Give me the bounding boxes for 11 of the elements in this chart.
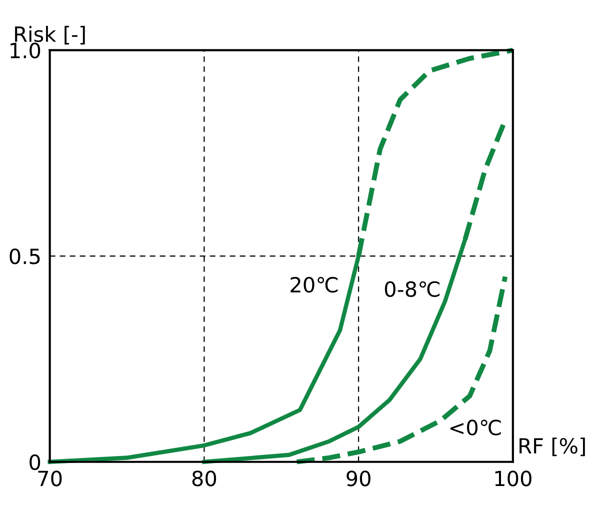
x-tick-label: 90 [346, 470, 370, 486]
x-tick-label: 70 [38, 470, 62, 486]
y-tick-label: 0.5 [10, 248, 40, 264]
series-label: 0-8℃ [384, 281, 440, 297]
x-tick-label: 100 [495, 470, 532, 486]
x-tick-label: 80 [192, 470, 216, 486]
series-label: 20℃ [290, 276, 338, 293]
y-tick-label: 0 [30, 454, 40, 470]
series-label: <0℃ [450, 420, 501, 436]
y-tick-label: 1.0 [10, 42, 40, 58]
x-axis-title: RF [%] [520, 438, 585, 456]
